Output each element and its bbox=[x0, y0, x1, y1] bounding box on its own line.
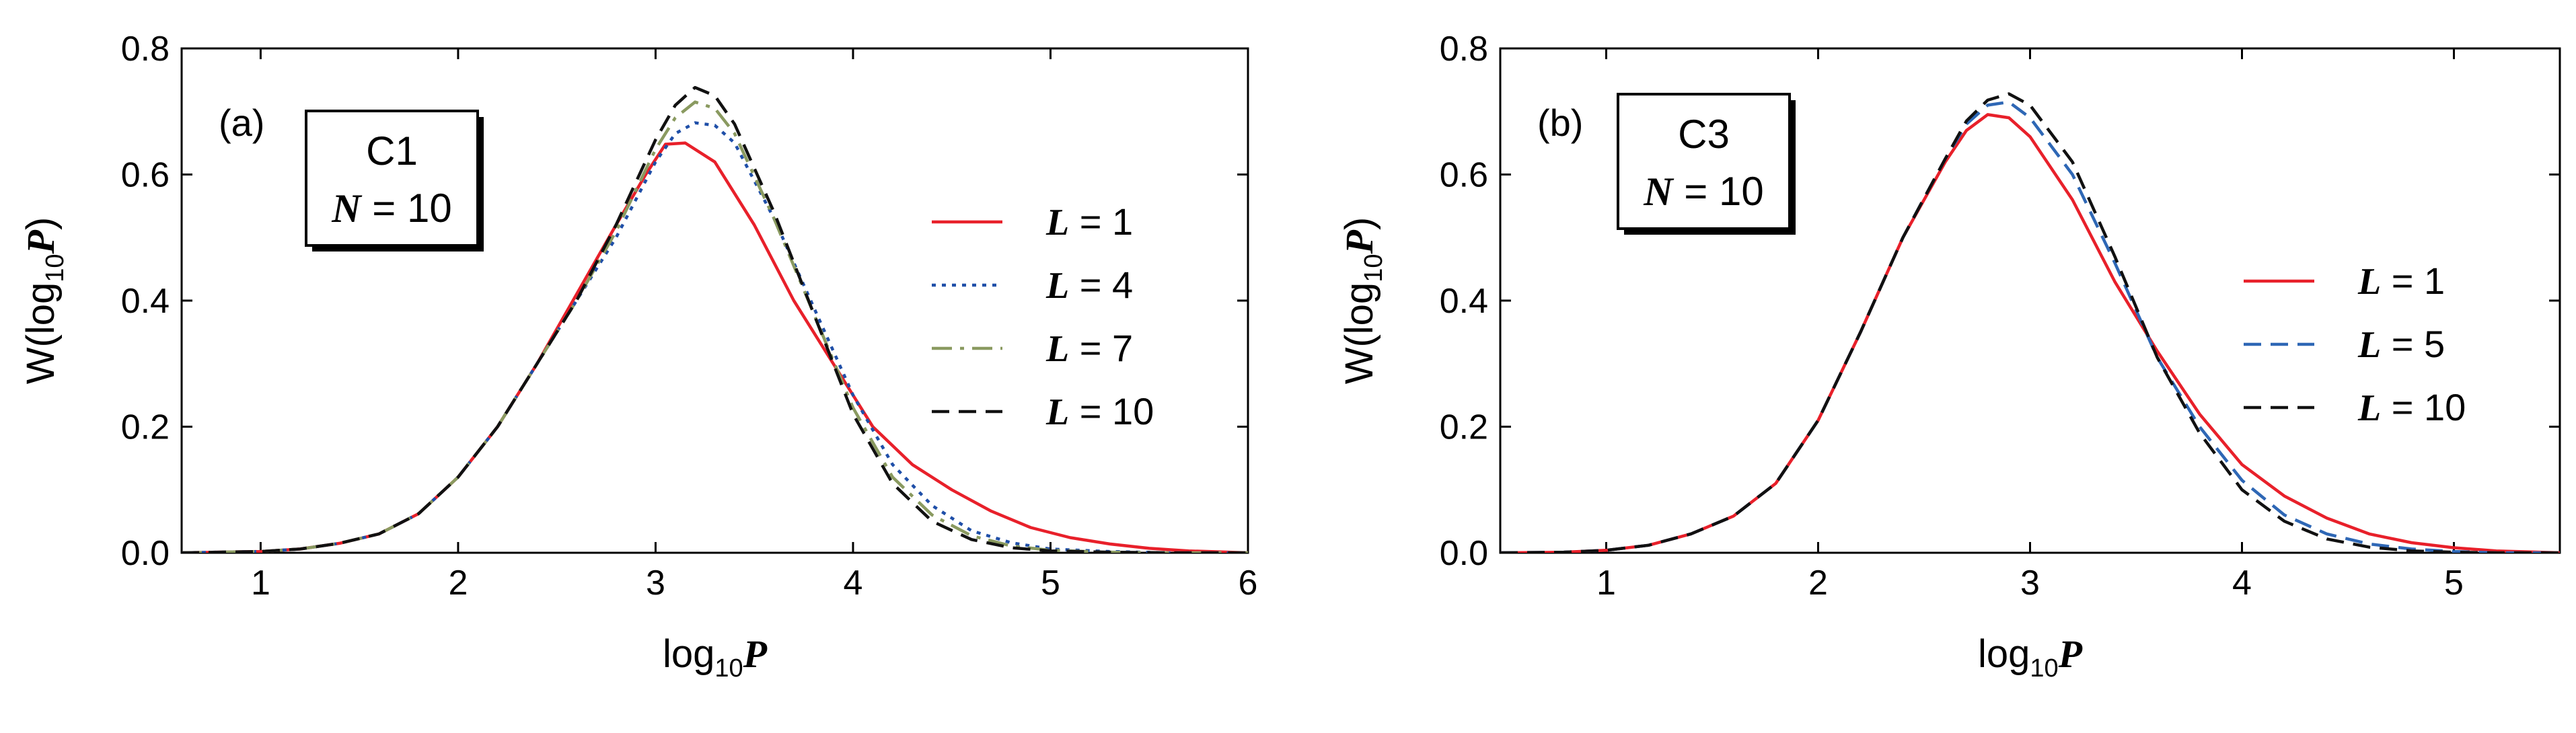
annotation-box-param: N = 10 bbox=[331, 186, 451, 231]
annotation-param-symbol: N bbox=[1643, 169, 1675, 214]
panel-label: (b) bbox=[1537, 102, 1583, 144]
series-line-L10 bbox=[1500, 92, 2560, 553]
legend-symbol: L bbox=[2357, 261, 2381, 303]
legend-symbol: L bbox=[2357, 324, 2381, 366]
annotation-param-value: = 10 bbox=[361, 186, 452, 231]
x-tick-label: 3 bbox=[646, 564, 665, 603]
annotation-param-symbol: N bbox=[331, 186, 363, 231]
chart-panel-a: 0.00.20.40.60.81 2 3 4 5 6log10PW(log10P)(a)C… bbox=[19, 30, 1257, 683]
legend-label: L = 10 bbox=[2357, 386, 2466, 429]
legend-label: L = 10 bbox=[1045, 390, 1154, 433]
legend-value: = 5 bbox=[2381, 323, 2445, 365]
y-axis-label-var: P bbox=[19, 230, 63, 255]
x-axis-label: log10P bbox=[663, 632, 768, 683]
y-tick-label: 0.6 bbox=[1440, 156, 1488, 195]
legend-label: L = 1 bbox=[1045, 200, 1133, 243]
y-tick-label: 0.4 bbox=[121, 282, 170, 321]
x-axis-label: log10P bbox=[1978, 632, 2083, 683]
x-tick-label: 4 bbox=[844, 564, 863, 603]
y-axis-label-close: ) bbox=[19, 217, 63, 230]
legend-value: = 7 bbox=[1069, 327, 1133, 369]
y-tick-label: 0.0 bbox=[121, 534, 170, 573]
x-tick-label: 1 bbox=[1596, 564, 1616, 603]
y-tick-label: 0.0 bbox=[1440, 534, 1488, 573]
legend-value: = 10 bbox=[1069, 390, 1154, 432]
x-axis-label-sub: 10 bbox=[714, 654, 743, 683]
x-tick-label: 6 bbox=[1239, 564, 1258, 603]
legend-symbol: L bbox=[1045, 328, 1069, 370]
legend-value: = 4 bbox=[1069, 264, 1133, 306]
legend-label: L = 4 bbox=[1045, 264, 1133, 307]
x-tick-label: 5 bbox=[2444, 564, 2464, 603]
y-axis-label-close: ) bbox=[1337, 217, 1381, 230]
x-tick-label: 4 bbox=[2232, 564, 2252, 603]
x-tick-label: 1 bbox=[251, 564, 270, 603]
legend-symbol: L bbox=[2357, 387, 2381, 429]
y-tick-label: 0.2 bbox=[1440, 408, 1488, 447]
x-axis-label-var: P bbox=[743, 632, 768, 676]
legend-symbol: L bbox=[1045, 265, 1069, 307]
y-axis-label-sub: 10 bbox=[41, 254, 69, 282]
x-axis-label-sub: 10 bbox=[2030, 654, 2058, 683]
legend: L = 1L = 4L = 7L = 10 bbox=[932, 200, 1154, 433]
legend-symbol: L bbox=[1045, 391, 1069, 433]
series-line-L5 bbox=[1500, 100, 2560, 553]
y-axis-label: W(log10P) bbox=[19, 217, 69, 385]
x-axis-label-main: log bbox=[663, 632, 714, 676]
series-line-L10 bbox=[182, 85, 1248, 553]
x-tick-label: 5 bbox=[1041, 564, 1060, 603]
annotation-box bbox=[305, 110, 479, 247]
y-axis-label-sub: 10 bbox=[1360, 254, 1388, 282]
panel-label: (a) bbox=[219, 102, 264, 144]
legend-value: = 10 bbox=[2381, 386, 2466, 428]
annotation-box-title: C1 bbox=[366, 128, 418, 173]
legend-value: = 1 bbox=[1069, 200, 1133, 243]
annotation-box-param: N = 10 bbox=[1643, 169, 1763, 214]
y-tick-label: 0.8 bbox=[121, 30, 170, 69]
x-axis-label-main: log bbox=[1978, 632, 2030, 676]
legend-label: L = 7 bbox=[1045, 327, 1133, 370]
x-axis-label-var: P bbox=[2058, 632, 2083, 676]
y-tick-label: 0.8 bbox=[1440, 30, 1488, 69]
y-tick-label: 0.6 bbox=[121, 156, 170, 195]
y-axis-label-main: W(log bbox=[1337, 282, 1381, 384]
y-axis-label-var: P bbox=[1337, 230, 1381, 255]
legend-label: L = 5 bbox=[2357, 323, 2445, 366]
annotation-box bbox=[1617, 93, 1791, 230]
series-line-L7 bbox=[182, 100, 1248, 553]
x-tick-label: 3 bbox=[2020, 564, 2040, 603]
x-tick-label: 2 bbox=[1808, 564, 1828, 603]
y-axis-label: W(log10P) bbox=[1337, 217, 1388, 385]
x-tick-label: 2 bbox=[448, 564, 468, 603]
annotation-box-title: C3 bbox=[1678, 112, 1730, 157]
legend-value: = 1 bbox=[2381, 260, 2445, 302]
legend-symbol: L bbox=[1045, 202, 1069, 243]
y-tick-label: 0.4 bbox=[1440, 282, 1488, 321]
y-tick-label: 0.2 bbox=[121, 408, 170, 447]
annotation-param-value: = 10 bbox=[1673, 169, 1764, 214]
y-axis-label-main: W(log bbox=[19, 282, 63, 384]
legend: L = 1L = 5L = 10 bbox=[2244, 260, 2466, 429]
series-line-L1 bbox=[1500, 113, 2560, 553]
legend-label: L = 1 bbox=[2357, 260, 2445, 303]
